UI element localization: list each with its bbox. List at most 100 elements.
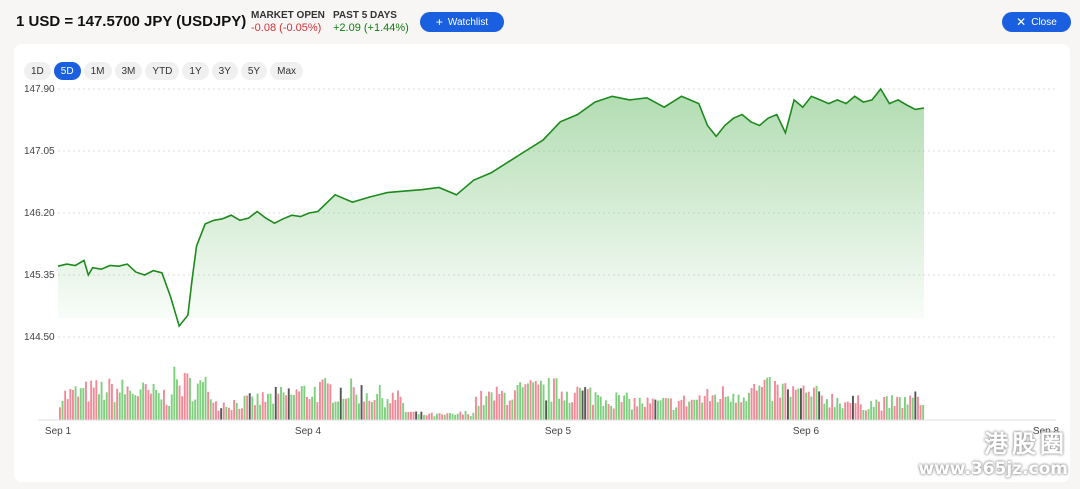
volume-bar bbox=[737, 394, 740, 420]
range-button-3y[interactable]: 3Y bbox=[211, 62, 238, 80]
volume-bar bbox=[766, 377, 769, 420]
volume-bar bbox=[667, 398, 670, 420]
volume-bar bbox=[831, 393, 834, 420]
market-open-change: -0.08 (-0.05%) bbox=[251, 22, 322, 34]
volume-bar bbox=[85, 381, 87, 420]
volume-bar bbox=[144, 384, 147, 420]
close-label: Close bbox=[1031, 16, 1057, 28]
range-button-ytd[interactable]: YTD bbox=[145, 62, 180, 80]
range-button-1m[interactable]: 1M bbox=[83, 62, 112, 80]
volume-bar bbox=[228, 407, 230, 420]
volume-bar bbox=[371, 402, 373, 420]
volume-bar bbox=[477, 405, 480, 420]
volume-bar bbox=[516, 385, 519, 420]
volume-bar bbox=[792, 386, 795, 420]
volume-bar bbox=[165, 404, 168, 420]
volume-bar bbox=[724, 396, 727, 420]
watchlist-button[interactable]: + Watchlist bbox=[420, 12, 504, 32]
volume-bar bbox=[321, 379, 324, 420]
volume-bar bbox=[384, 407, 386, 420]
volume-bar bbox=[173, 366, 176, 420]
volume-bar bbox=[157, 393, 160, 420]
past-days-stat: PAST 5 DAYS +2.09 (+1.44%) bbox=[333, 9, 409, 35]
volume-bar bbox=[818, 391, 821, 420]
volume-bar bbox=[657, 400, 659, 420]
volume-bar bbox=[740, 402, 743, 420]
volume-bar bbox=[139, 389, 142, 420]
volume-bar bbox=[108, 378, 111, 420]
volume-bar bbox=[841, 408, 844, 420]
volume-bar bbox=[467, 414, 470, 420]
volume-bar bbox=[189, 377, 191, 420]
volume-bar bbox=[95, 380, 98, 420]
volume-bar bbox=[183, 373, 186, 420]
volume-bar bbox=[290, 394, 293, 420]
volume-bar bbox=[862, 410, 865, 420]
volume-bar bbox=[311, 396, 314, 420]
volume-bar bbox=[677, 401, 680, 420]
volume-bar bbox=[527, 383, 529, 420]
volume-bar bbox=[753, 383, 756, 420]
volume-bar bbox=[360, 385, 363, 420]
volume-bar bbox=[259, 404, 262, 420]
plus-icon: + bbox=[435, 15, 443, 29]
range-button-3m[interactable]: 3M bbox=[114, 62, 143, 80]
volume-bar bbox=[407, 412, 410, 420]
volume-bar bbox=[844, 402, 847, 420]
range-button-1d[interactable]: 1D bbox=[24, 62, 51, 80]
volume-bar bbox=[490, 392, 493, 420]
volume-bar bbox=[347, 397, 350, 420]
volume-bar bbox=[215, 401, 217, 420]
volume-bar bbox=[118, 392, 121, 420]
volume-bar bbox=[573, 392, 576, 420]
volume-bar bbox=[469, 416, 472, 420]
volume-bar bbox=[77, 396, 80, 420]
range-button-max[interactable]: Max bbox=[270, 62, 304, 80]
close-button[interactable]: ✕ Close bbox=[1002, 12, 1071, 32]
range-button-5y[interactable]: 5Y bbox=[240, 62, 268, 80]
range-button-1y[interactable]: 1Y bbox=[182, 62, 209, 80]
volume-bar bbox=[784, 383, 787, 420]
volume-bar bbox=[649, 403, 652, 420]
volume-bar bbox=[168, 405, 171, 420]
volume-bar bbox=[202, 382, 204, 420]
volume-bar bbox=[428, 413, 431, 420]
volume-bar bbox=[436, 413, 438, 420]
volume-bar bbox=[745, 401, 748, 420]
volume-bar bbox=[560, 391, 563, 420]
volume-bar bbox=[802, 385, 805, 420]
volume-bar bbox=[298, 391, 301, 420]
volume-bar bbox=[363, 401, 366, 420]
volume-bar bbox=[404, 412, 407, 420]
volume-bar bbox=[914, 391, 917, 420]
volume-bar bbox=[789, 396, 792, 420]
volume-bar bbox=[735, 402, 737, 420]
volume-bar bbox=[922, 404, 925, 420]
volume-bar bbox=[571, 402, 574, 420]
volume-bar bbox=[449, 413, 451, 420]
volume-bar bbox=[631, 409, 633, 420]
volume-bar bbox=[540, 380, 542, 420]
volume-bar bbox=[415, 411, 418, 420]
volume-bar bbox=[586, 389, 589, 420]
volume-bar bbox=[550, 401, 553, 420]
volume-bar bbox=[98, 394, 100, 420]
volume-bar bbox=[485, 395, 488, 420]
volume-bar bbox=[378, 385, 381, 420]
pair-title: 1 USD = 147.5700 JPY (USDJPY) bbox=[16, 13, 247, 30]
volume-bar bbox=[901, 408, 904, 420]
price-area bbox=[58, 89, 924, 327]
volume-bar bbox=[196, 383, 199, 420]
volume-bar bbox=[90, 380, 93, 420]
range-button-5d[interactable]: 5D bbox=[53, 62, 81, 80]
volume-bar bbox=[763, 379, 766, 420]
volume-bar bbox=[186, 373, 189, 420]
volume-bar bbox=[701, 402, 704, 420]
past-days-label: PAST 5 DAYS bbox=[333, 10, 397, 21]
volume-bar bbox=[381, 398, 384, 420]
volume-bar bbox=[714, 394, 717, 420]
volume-bar bbox=[204, 376, 207, 420]
volume-bar bbox=[155, 389, 158, 420]
volume-bar bbox=[326, 383, 329, 420]
